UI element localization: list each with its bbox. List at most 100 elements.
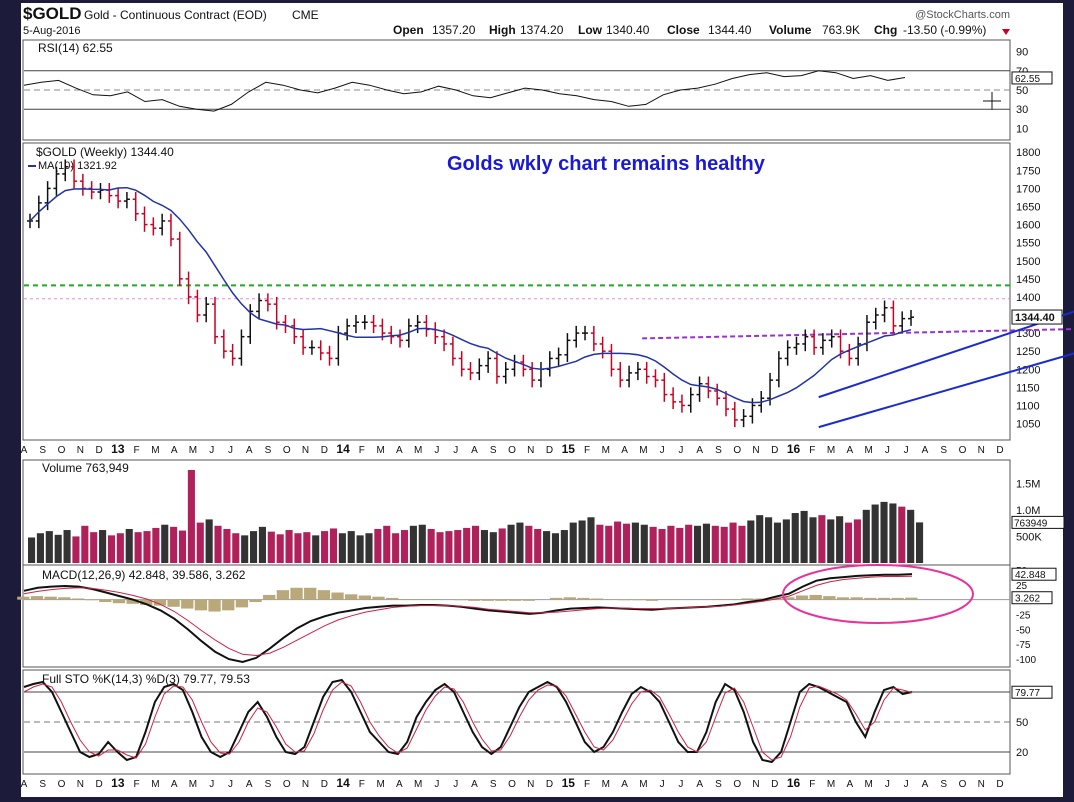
macd-histogram-bar xyxy=(508,599,522,601)
volume-bar xyxy=(676,527,684,563)
macd-histogram-bar xyxy=(249,599,262,603)
volume-bar xyxy=(347,531,355,563)
volume-bar xyxy=(916,522,924,563)
macd-histogram-bar xyxy=(495,599,508,601)
x-axis-label: S xyxy=(39,445,46,456)
volume-bar xyxy=(99,530,107,563)
volume-bar xyxy=(454,530,462,563)
low-value: 1340.40 xyxy=(606,23,650,37)
volume-bar xyxy=(596,524,604,563)
price-tick-label: 1500 xyxy=(1016,256,1040,268)
x-axis-label: O xyxy=(58,445,66,456)
x-axis-label: J xyxy=(228,779,233,790)
symbol-title: $GOLD xyxy=(23,4,82,23)
high-label: High xyxy=(489,23,516,37)
volume-bar xyxy=(489,532,497,563)
x-axis-label: M xyxy=(639,779,647,790)
volume-bar xyxy=(667,525,675,563)
x-axis-label: S xyxy=(490,779,497,790)
volume-bar xyxy=(436,532,444,563)
volume-bar xyxy=(418,524,426,563)
volume-bar xyxy=(392,533,400,563)
x-axis-label: F xyxy=(359,445,365,456)
sto-k-line xyxy=(23,678,913,764)
volume-bar xyxy=(738,525,746,563)
volume-plot: 1.5M 1.0M 500K 763949 xyxy=(28,469,1065,563)
price-tick-label: 1550 xyxy=(1016,238,1040,250)
x-axis-label: N xyxy=(978,445,985,456)
volume-bar xyxy=(134,532,142,563)
x-axis-label: A xyxy=(696,779,703,790)
volume-bar xyxy=(685,524,693,563)
macd-histogram-bar xyxy=(17,596,30,600)
macd-highlight-circle xyxy=(782,564,974,624)
x-axis-label: S xyxy=(715,445,722,456)
macd-histogram-bar xyxy=(427,599,440,600)
x-axis-label: J xyxy=(209,445,214,456)
macd-histogram-bar xyxy=(399,599,412,600)
macd-tick-label: 25 xyxy=(1016,581,1028,592)
volume-bar xyxy=(81,525,89,563)
exchange-label: CME xyxy=(292,8,319,22)
x-axis-label: A xyxy=(21,445,28,456)
volume-bar xyxy=(649,526,657,563)
x-axis-label: D xyxy=(546,445,553,456)
x-axis-label: A xyxy=(21,779,28,790)
sto-value-label: 79.77 xyxy=(1015,688,1040,699)
price-tick-label: 1450 xyxy=(1016,274,1040,286)
x-axis-label: J xyxy=(453,445,458,456)
ma10-line xyxy=(29,186,912,404)
x-axis-label: O xyxy=(733,445,741,456)
rsi-plot: 907050301062.55 xyxy=(23,47,1053,135)
x-axis-label: 13 xyxy=(111,776,125,790)
macd-histogram-bar xyxy=(741,598,754,600)
volume-bar xyxy=(28,537,36,563)
x-axis-label: O xyxy=(508,445,516,456)
sto-tick-label: 20 xyxy=(1016,747,1028,759)
volume-bar xyxy=(161,524,169,563)
x-axis-label: M xyxy=(864,445,872,456)
x-axis-label: O xyxy=(283,779,291,790)
volume-bar xyxy=(72,536,80,563)
volume-bar xyxy=(143,531,151,563)
macd-histogram-bar xyxy=(413,599,426,600)
x-axis-label: 16 xyxy=(787,776,801,790)
volume-bar xyxy=(214,525,222,563)
x-axis-label: 13 xyxy=(111,442,125,456)
macd-histogram-bar xyxy=(140,599,153,606)
close-label: Close xyxy=(667,23,700,37)
macd-histogram-bar xyxy=(345,594,358,600)
volume-bar xyxy=(702,523,710,563)
volume-bar xyxy=(294,533,302,563)
macd-histogram-bar xyxy=(112,599,126,604)
x-axis-label: A xyxy=(246,445,253,456)
sto-tick-label: 50 xyxy=(1016,717,1028,729)
x-axis-label: N xyxy=(77,445,84,456)
x-axis-label: S xyxy=(39,779,46,790)
price-plot: 1800175017001650160015501500145014001350… xyxy=(24,147,1074,431)
price-tick-label: 1800 xyxy=(1016,147,1040,159)
volume-bar xyxy=(756,515,764,563)
macd-histogram-bar xyxy=(167,599,180,607)
macd-histogram-bar xyxy=(713,599,727,600)
x-axis-label: A xyxy=(171,779,178,790)
macd-histogram-bar xyxy=(317,590,331,600)
x-axis-label: 14 xyxy=(336,442,350,456)
x-axis-label: N xyxy=(77,779,84,790)
chart-annotation: Golds wkly chart remains healthy xyxy=(447,153,766,175)
x-axis-label: S xyxy=(265,779,272,790)
x-axis-label: F xyxy=(584,445,590,456)
x-axis-label: M xyxy=(414,445,422,456)
channel-lower-line xyxy=(818,352,1074,429)
price-tick-label: 1100 xyxy=(1016,400,1040,412)
volume-legend: Volume 763,949 xyxy=(42,461,129,475)
x-axis: A S O N D 13 F M A M J J A S O N D 14 F M A M J J A S O N D 15 F M A M J J A… xyxy=(21,442,1004,790)
macd-histogram-bar xyxy=(181,599,194,609)
macd-histogram-bar xyxy=(768,597,781,600)
volume-bar xyxy=(898,506,906,563)
volume-bar xyxy=(223,528,231,563)
macd-histogram-bar xyxy=(263,594,276,600)
x-axis-label: N xyxy=(752,445,759,456)
rsi-tick-label: 90 xyxy=(1016,47,1028,59)
price-tick-label: 1600 xyxy=(1016,220,1040,232)
